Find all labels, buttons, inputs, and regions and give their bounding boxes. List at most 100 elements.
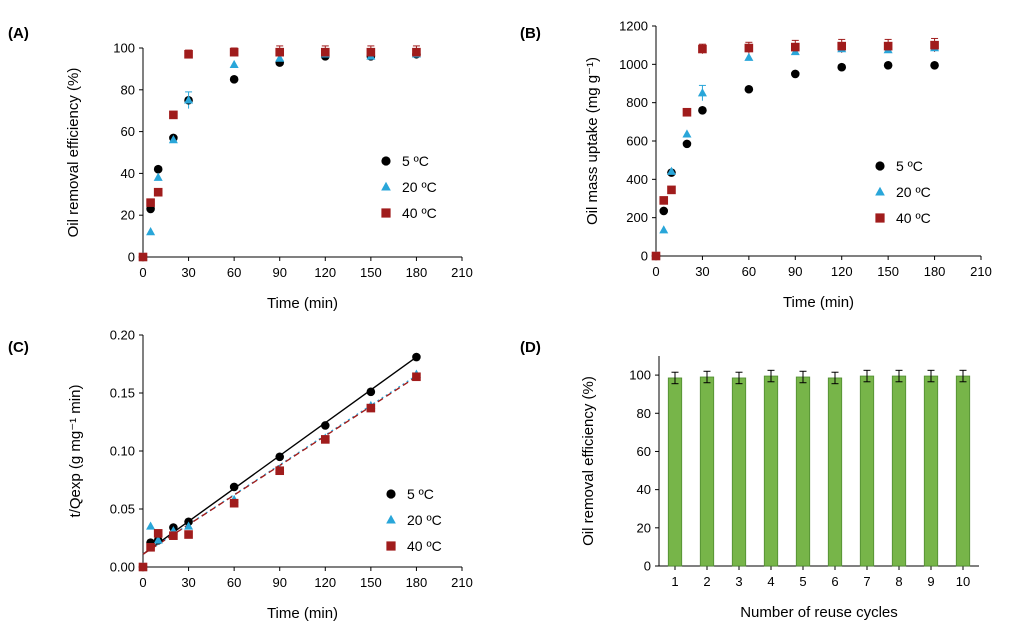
y-tick-label: 0 (644, 559, 651, 574)
data-point (184, 521, 194, 530)
legend-label: 40 ºC (402, 205, 437, 221)
data-point (153, 164, 163, 174)
y-tick-label: 0 (641, 249, 648, 264)
y-tick-label: 0.15 (110, 386, 135, 401)
y-tick-label: 400 (626, 172, 648, 187)
data-point (184, 530, 193, 539)
legend-marker (386, 541, 396, 551)
bar (891, 375, 907, 567)
data-point (229, 47, 239, 57)
data-point (138, 562, 148, 572)
data-point (229, 482, 239, 492)
x-tick-label: 180 (406, 575, 428, 590)
legend-label: 20 ºC (407, 512, 442, 528)
x-tick-label: 30 (181, 575, 195, 590)
x-tick-label: 5 (799, 574, 806, 589)
x-tick-label: 60 (227, 575, 241, 590)
legend-label: 20 ºC (896, 184, 931, 200)
data-point (883, 60, 893, 70)
data-point (666, 166, 676, 175)
y-tick-label: 100 (629, 368, 651, 383)
data-point (697, 88, 707, 97)
y-tick-label: 0.10 (110, 444, 135, 459)
data-point (837, 41, 847, 51)
x-axis-title: Time (min) (267, 605, 338, 622)
x-tick-label: 180 (924, 264, 946, 279)
legend-marker (875, 161, 885, 171)
data-point (229, 59, 239, 68)
x-axis-title: Time (min) (783, 294, 854, 311)
y-tick-label: 20 (121, 208, 135, 223)
legend-label: 20 ºC (402, 179, 437, 195)
data-point (682, 129, 692, 138)
data-point (169, 110, 178, 120)
data-point (698, 106, 707, 115)
bar (795, 376, 811, 567)
data-point (659, 196, 669, 205)
legend-label: 5 ºC (896, 158, 923, 174)
data-point (229, 498, 239, 508)
data-point (146, 227, 156, 236)
x-tick-label: 7 (863, 574, 870, 589)
x-tick-label: 60 (742, 264, 756, 279)
y-axis-title: Oil mass uptake (mg g⁻¹) (584, 57, 601, 225)
legend-label: 40 ºC (896, 210, 931, 226)
x-tick-label: 10 (956, 574, 970, 589)
y-tick-label: 100 (113, 41, 135, 56)
data-point (184, 49, 193, 59)
y-tick-label: 80 (121, 82, 135, 97)
data-point (698, 44, 707, 54)
x-tick-label: 8 (895, 574, 902, 589)
bar (763, 375, 779, 567)
y-tick-label: 0 (128, 250, 135, 265)
data-point (320, 47, 330, 57)
data-point (153, 529, 163, 538)
x-tick-label: 0 (652, 264, 659, 279)
data-point (930, 60, 939, 70)
x-tick-label: 210 (451, 575, 473, 590)
y-tick-label: 60 (121, 124, 135, 139)
y-tick-label: 0.05 (110, 502, 135, 517)
legend-label: 5 ºC (402, 153, 429, 169)
legend-marker (386, 489, 396, 499)
data-point (153, 172, 163, 181)
legend-label: 5 ºC (407, 486, 434, 502)
data-point (744, 52, 754, 61)
x-tick-label: 120 (831, 264, 853, 279)
data-point (659, 206, 669, 216)
x-tick-label: 3 (735, 574, 742, 589)
x-tick-label: 180 (406, 265, 428, 280)
legend-marker (381, 208, 391, 218)
y-tick-label: 800 (626, 95, 648, 110)
bar (731, 377, 747, 567)
x-axis-title: Time (min) (267, 295, 338, 312)
data-point (651, 251, 661, 261)
data-point (146, 542, 155, 552)
y-axis-title: Oil removal efficiency (%) (580, 376, 597, 546)
data-point (275, 466, 285, 476)
data-point (229, 75, 239, 84)
x-tick-label: 120 (314, 575, 336, 590)
y-axis-title: Oil removal efficiency (%) (65, 68, 82, 238)
data-point (153, 535, 163, 544)
y-axis-title: t/Qexp (g mg⁻¹ min) (67, 385, 84, 518)
x-tick-label: 90 (272, 575, 286, 590)
y-tick-label: 80 (637, 406, 651, 421)
y-tick-label: 600 (626, 134, 648, 149)
chart-panel-a: (A) 0 20 40 60 80 100 0 30 60 90 120 150 180 210 Time (… (8, 25, 473, 312)
data-point (275, 47, 285, 57)
chart-panel-b: (B) 0 200 400 600 800 1000 1200 0 30 60 90 120 150 180… (520, 19, 992, 312)
x-tick-label: 0 (139, 575, 146, 590)
y-tick-label: 1000 (619, 57, 648, 72)
data-point (366, 403, 376, 413)
x-axis-title: Number of reuse cycles (740, 604, 898, 621)
data-point (744, 84, 754, 94)
data-point (744, 43, 754, 53)
legend-marker (875, 186, 885, 196)
bar (827, 377, 843, 567)
data-point (168, 135, 178, 144)
x-tick-label: 210 (970, 264, 992, 279)
x-tick-label: 60 (227, 265, 241, 280)
x-tick-label: 150 (360, 575, 382, 590)
